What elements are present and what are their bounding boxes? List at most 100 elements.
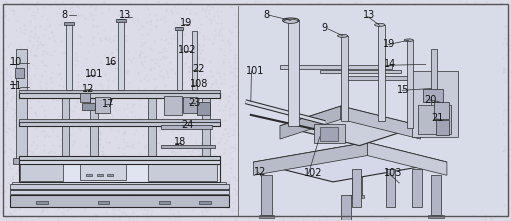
Point [452,112,460,116]
Point [153,92,161,95]
Point [253,72,261,76]
Point [347,190,355,194]
Point [477,57,485,61]
Point [174,52,182,56]
Point [217,21,225,25]
Point [413,183,422,187]
Point [427,51,435,55]
Bar [320,70,401,73]
Point [315,23,323,27]
Point [118,211,126,214]
Point [361,114,369,117]
Point [477,8,485,11]
Point [184,93,193,97]
Point [341,99,350,102]
Point [269,144,277,147]
Point [10,108,18,111]
Point [332,21,340,25]
Point [48,127,56,130]
Point [196,203,204,206]
Point [321,28,330,32]
Point [494,29,502,33]
Bar [118,19,124,90]
Point [499,109,507,112]
Point [312,29,320,32]
Point [318,121,327,125]
Point [467,6,475,9]
Point [471,34,479,38]
Point [191,175,199,178]
Point [33,143,41,147]
Point [272,191,281,194]
Point [134,154,142,158]
Point [400,51,408,54]
Point [460,130,468,133]
Point [58,130,66,133]
Point [351,93,359,96]
Point [151,182,159,186]
Point [87,4,95,7]
Point [109,79,117,83]
Point [213,1,221,5]
Point [267,0,275,3]
Point [2,143,10,147]
Point [347,198,356,201]
Point [18,157,27,160]
Point [276,98,285,102]
Point [355,7,363,11]
Bar [202,95,210,159]
Point [183,55,192,59]
Point [181,112,189,116]
Point [470,70,478,73]
Point [316,166,324,169]
Point [108,113,117,116]
Point [91,111,100,115]
Point [89,70,98,74]
Point [421,166,429,169]
Point [426,210,434,213]
Point [287,6,295,10]
Point [458,137,467,140]
Point [387,99,395,103]
Point [144,216,152,220]
Point [16,26,24,29]
Point [103,170,111,174]
Bar [192,31,197,90]
Point [175,212,183,216]
Point [63,146,72,150]
Point [191,45,199,48]
Point [464,136,473,139]
Point [255,198,263,201]
Point [301,81,310,85]
Point [362,58,370,62]
Point [382,97,390,101]
Point [136,52,144,55]
Point [491,42,499,46]
Point [442,86,450,89]
Point [68,158,77,162]
Text: 103: 103 [384,168,402,178]
Point [323,46,331,50]
Point [314,183,322,186]
Point [387,4,395,8]
Text: 19: 19 [383,38,395,49]
Point [270,108,278,112]
Point [2,0,10,4]
Point [30,175,38,179]
Point [125,57,133,60]
Point [319,52,327,56]
Point [283,89,291,92]
Point [133,86,142,90]
Point [17,51,26,54]
Point [330,176,338,180]
Point [149,93,157,96]
Point [470,180,478,184]
Polygon shape [367,142,447,175]
Point [368,151,376,154]
Point [292,57,300,61]
Point [318,12,327,15]
Point [53,118,61,121]
Point [152,24,160,28]
Point [352,181,360,184]
Point [218,26,226,29]
